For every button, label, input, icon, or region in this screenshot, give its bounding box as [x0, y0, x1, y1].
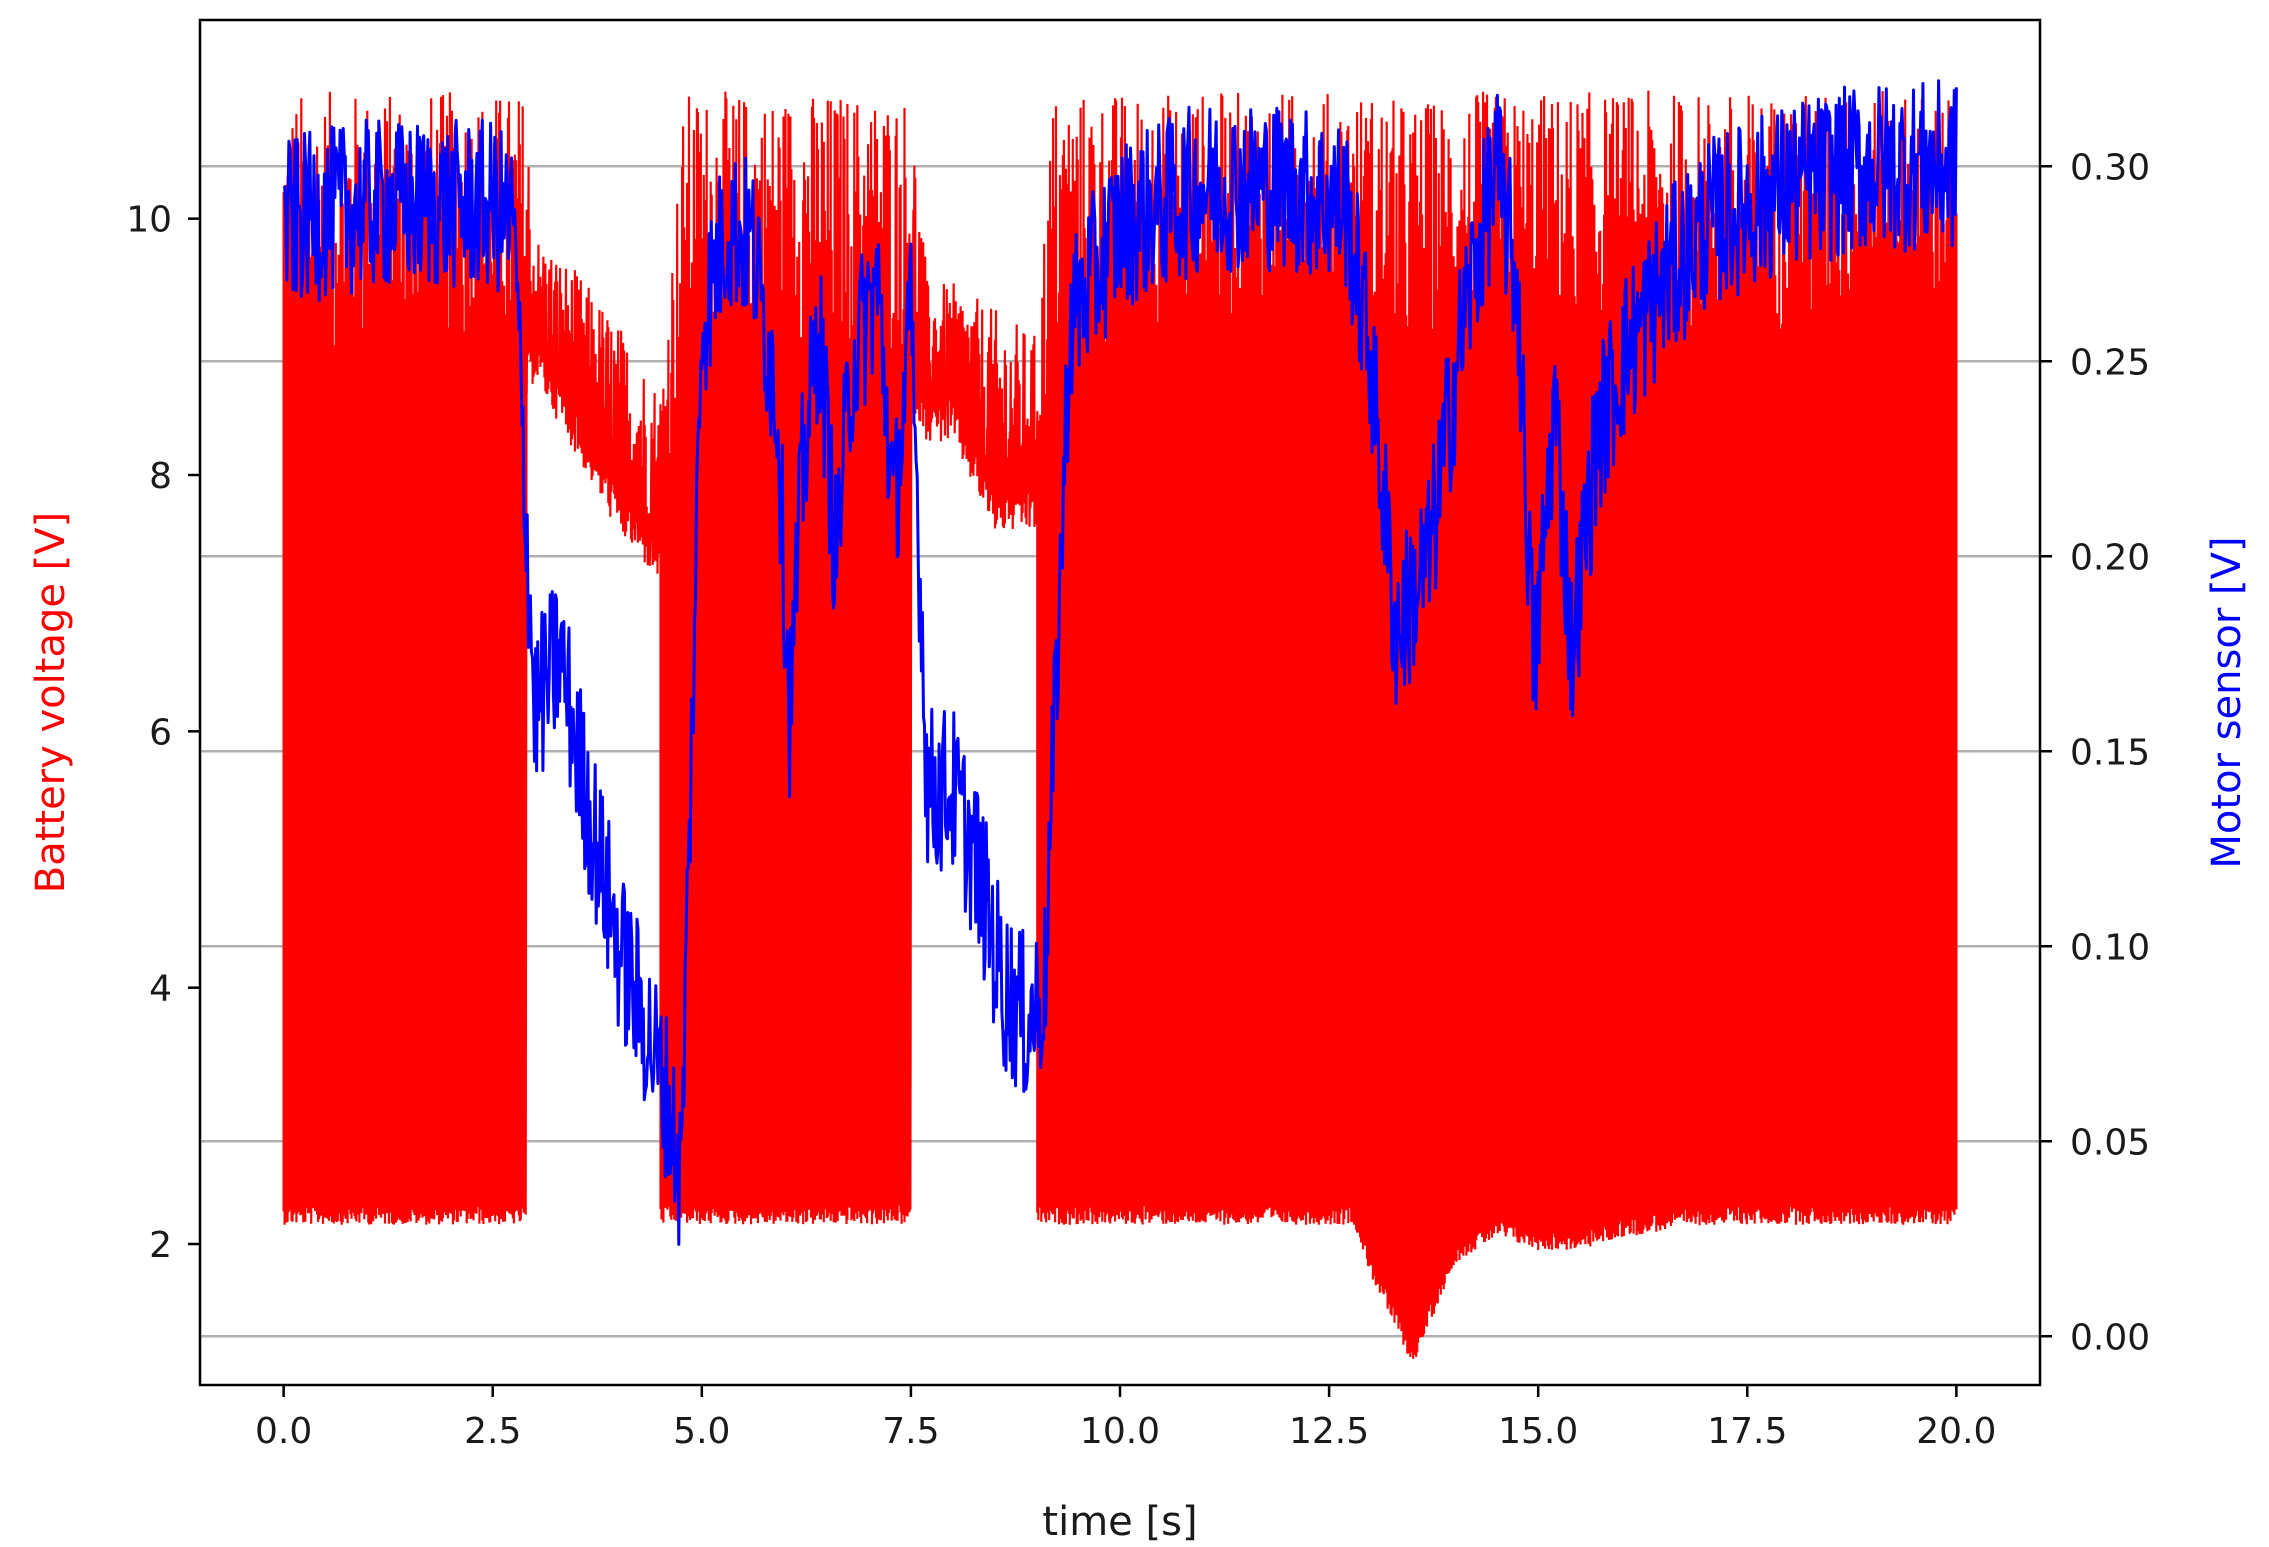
- right-y-tick-label: 0.10: [2070, 927, 2150, 968]
- plot-area: [282, 79, 1958, 1359]
- right-y-tick-label: 0.00: [2070, 1317, 2150, 1358]
- left-y-axis: 2 4 6 8 10: [126, 200, 200, 1266]
- left-y-tick-label: 6: [149, 712, 172, 753]
- battery-voltage-series: [282, 90, 1958, 1359]
- x-axis: 0.0 2.5 5.0 7.5 10.0 12.5 15.0 17.5 20.0: [255, 1385, 1996, 1452]
- x-tick-label: 2.5: [464, 1411, 521, 1452]
- x-tick-label: 0.0: [255, 1411, 312, 1452]
- right-y-tick-label: 0.15: [2070, 732, 2150, 773]
- left-y-tick-label: 4: [149, 969, 172, 1010]
- x-tick-label: 20.0: [1916, 1411, 1996, 1452]
- x-axis-label: time [s]: [1042, 1499, 1197, 1545]
- right-y-tick-label: 0.25: [2070, 342, 2150, 383]
- left-y-tick-label: 2: [149, 1225, 172, 1266]
- motor-sensor-series: [282, 79, 1958, 1246]
- x-tick-label: 5.0: [673, 1411, 730, 1452]
- left-y-tick-label: 8: [149, 456, 172, 497]
- right-y-axis: 0.00 0.05 0.10 0.15 0.20 0.25 0.30: [2040, 147, 2150, 1358]
- x-tick-label: 17.5: [1707, 1411, 1787, 1452]
- right-y-tick-label: 0.20: [2070, 537, 2150, 578]
- left-y-axis-label: Battery voltage [V]: [28, 512, 74, 894]
- x-tick-label: 15.0: [1498, 1411, 1578, 1452]
- x-tick-label: 7.5: [882, 1411, 939, 1452]
- right-y-axis-label: Motor sensor [V]: [2204, 536, 2250, 868]
- x-tick-label: 12.5: [1289, 1411, 1369, 1452]
- right-y-tick-label: 0.05: [2070, 1122, 2150, 1163]
- left-y-tick-label: 10: [126, 200, 172, 241]
- right-y-tick-label: 0.30: [2070, 147, 2150, 188]
- x-tick-label: 10.0: [1080, 1411, 1160, 1452]
